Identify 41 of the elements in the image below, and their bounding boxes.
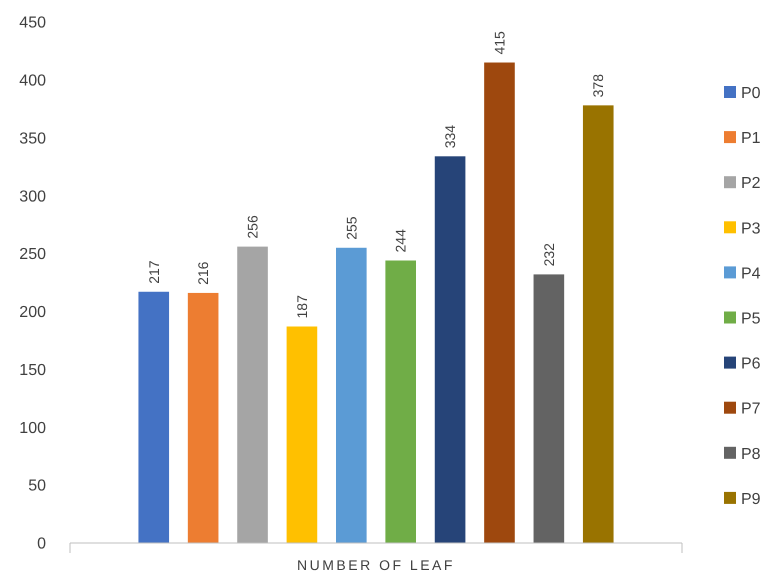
y-tick-label: 0 — [37, 536, 46, 553]
x-tick-label: NUMBER OF LEAF — [297, 557, 455, 573]
bar — [336, 248, 367, 543]
legend-label: P5 — [741, 310, 761, 328]
legend-label: P0 — [741, 85, 761, 102]
legend-label: P2 — [741, 175, 761, 192]
data-label: 378 — [590, 74, 606, 98]
y-tick-label: 200 — [19, 304, 46, 322]
legend-label: P6 — [741, 356, 761, 373]
legend-label: P9 — [741, 490, 761, 508]
bar — [534, 274, 564, 543]
legend-label: P4 — [741, 265, 761, 282]
data-label: 334 — [442, 124, 458, 148]
y-tick-label: 400 — [19, 72, 46, 90]
y-tick-label: 350 — [19, 130, 46, 148]
legend-label: P8 — [741, 446, 761, 463]
y-tick-label: 50 — [28, 478, 46, 495]
bar — [434, 156, 466, 543]
data-label: 232 — [540, 242, 557, 266]
bar — [138, 292, 170, 543]
legend-label: P1 — [741, 130, 761, 148]
y-tick-label: 150 — [19, 362, 46, 379]
data-label: 217 — [146, 260, 162, 284]
y-tick-label: 450 — [19, 14, 46, 32]
data-label: 255 — [343, 216, 360, 240]
legend-label: P3 — [741, 220, 761, 238]
data-label: 244 — [392, 228, 409, 252]
data-label: 216 — [195, 261, 212, 285]
y-tick-label: 250 — [19, 246, 46, 264]
y-tick-label: 300 — [19, 188, 46, 206]
bar — [484, 62, 515, 543]
bar — [582, 105, 614, 543]
bar — [237, 246, 268, 543]
bar — [188, 292, 218, 543]
bar — [286, 326, 318, 543]
data-label: 256 — [244, 215, 261, 239]
data-label: 415 — [491, 30, 508, 55]
y-tick-label: 100 — [19, 420, 46, 437]
bar — [385, 260, 416, 543]
data-label: 187 — [294, 294, 310, 318]
legend-label: P7 — [741, 400, 761, 418]
